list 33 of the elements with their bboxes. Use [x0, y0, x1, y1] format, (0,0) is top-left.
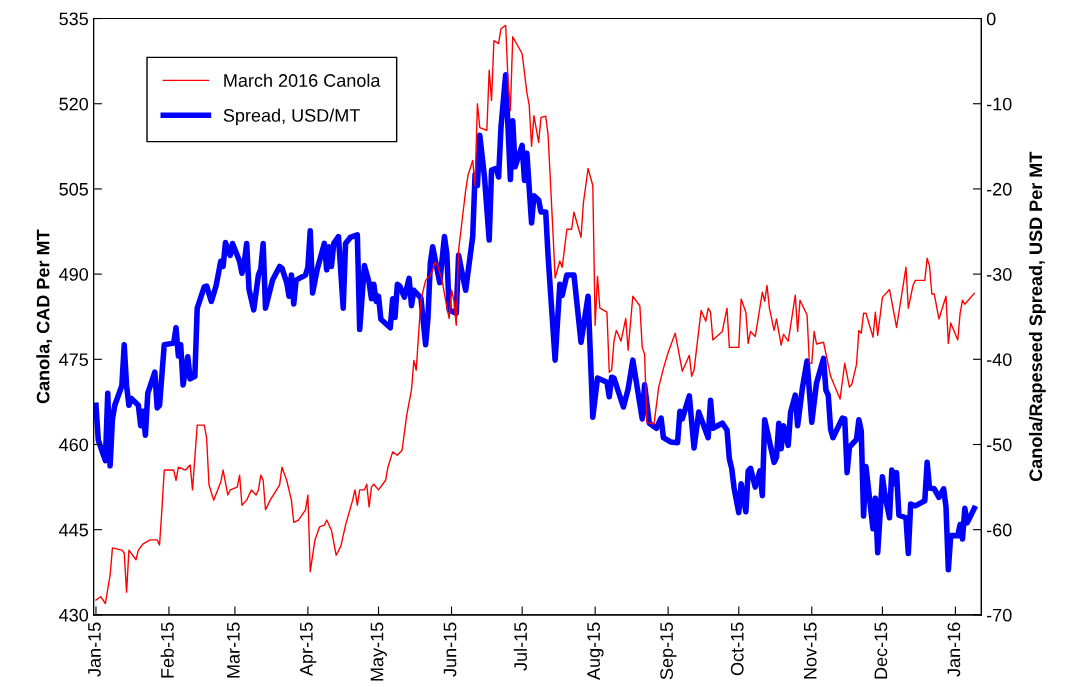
y-axis-title: Canola, CAD Per MT: [36, 229, 53, 404]
x-tick-label: May-15: [370, 622, 387, 681]
y-tick-label: 535: [59, 12, 88, 26]
y-tick-label: 430: [59, 608, 89, 622]
y-tick-label: 490: [59, 268, 89, 281]
x-tick-label: Apr-15: [300, 622, 317, 676]
x-tick-label: Aug-15: [587, 622, 604, 680]
y2-tick-label: -40: [986, 353, 1012, 367]
x-tick-label: Jan-16: [947, 622, 961, 677]
y-tick-label: 505: [59, 182, 88, 196]
x-tick-label: Jan-15: [88, 622, 101, 677]
y2-tick-label: -20: [986, 182, 1012, 196]
y2-tick-label: 0: [986, 12, 996, 26]
x-tick-label: Nov-15: [804, 622, 817, 679]
y-tick-label: 445: [59, 523, 88, 537]
legend-label: Spread, USD/MT: [223, 108, 360, 126]
legend-label: March 2016 Canola: [224, 73, 381, 87]
y2-tick-label: -70: [986, 608, 1012, 622]
y2-tick-label: -30: [986, 268, 1012, 281]
x-tick-label: Jun-15: [443, 622, 457, 677]
y2-tick-label: -60: [986, 523, 1012, 537]
y-tick-label: 475: [59, 353, 88, 367]
y2-axis-title: Canola/Rapeseed Spread, USD Per MT: [1028, 151, 1046, 482]
x-tick-label: Feb-15: [160, 622, 174, 678]
y2-tick-label: -50: [986, 438, 1012, 452]
y-tick-label: 460: [59, 438, 89, 452]
x-tick-label: Dec-15: [874, 622, 888, 679]
y-tick-label: 520: [59, 97, 89, 111]
x-tick-label: Jul-15: [513, 622, 527, 671]
x-tick-label: Oct-15: [730, 622, 744, 676]
x-tick-label: Sep-15: [660, 622, 677, 680]
x-tick-label: Mar-15: [227, 622, 240, 678]
y2-tick-label: -10: [986, 97, 1012, 111]
